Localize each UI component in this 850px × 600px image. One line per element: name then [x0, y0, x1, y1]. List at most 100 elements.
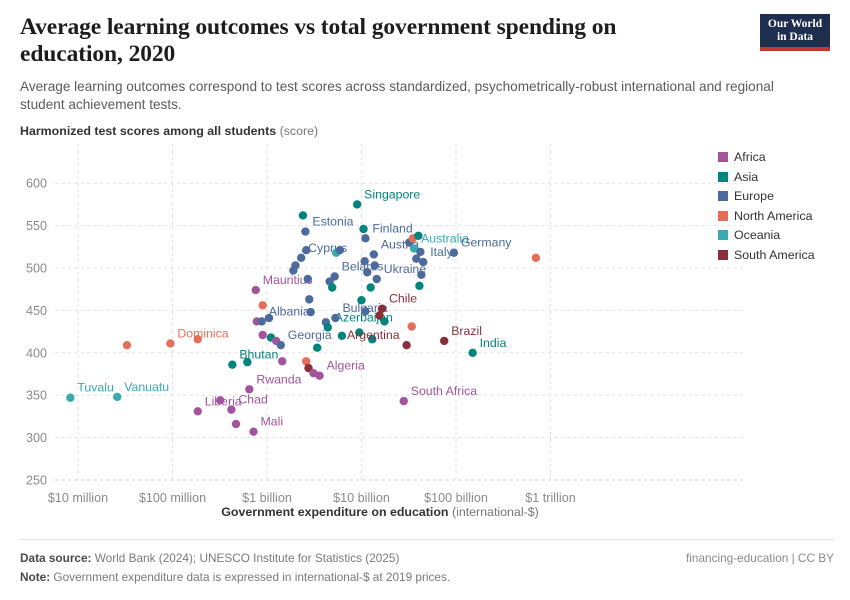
legend-swatch-icon	[718, 171, 728, 182]
legend-item-north-america[interactable]: North America	[718, 209, 838, 223]
data-point-chile[interactable]	[377, 304, 387, 313]
data-point-bulgaria[interactable]	[331, 313, 340, 323]
data-point[interactable]	[243, 357, 252, 367]
x-axis-tick-label: $100 million	[139, 491, 206, 505]
data-point-mauritius[interactable]	[251, 285, 260, 295]
data-point[interactable]	[258, 330, 267, 340]
data-point[interactable]	[193, 335, 202, 344]
footer-row-source: Data source: World Bank (2024); UNESCO I…	[20, 549, 834, 567]
x-axis-tick-label: $1 trillion	[525, 491, 575, 505]
data-point-brazil[interactable]	[439, 336, 449, 346]
data-point-label: India	[480, 336, 507, 350]
data-point-south-africa[interactable]	[399, 396, 408, 406]
title-line-2: education, 2020	[20, 41, 176, 68]
data-point[interactable]	[355, 328, 364, 337]
legend-item-africa[interactable]: Africa	[718, 150, 838, 164]
legend-swatch-icon	[718, 230, 728, 240]
data-point-austria[interactable]	[369, 250, 379, 259]
data-point[interactable]	[337, 331, 347, 341]
data-point[interactable]	[306, 307, 315, 317]
data-point[interactable]	[291, 261, 300, 270]
legend: Africa Asia Europe North America Oceania Sout…	[718, 150, 838, 267]
data-point-label: Finland	[372, 221, 412, 235]
data-point[interactable]	[216, 396, 225, 405]
legend-item-oceania[interactable]: Oceania	[718, 228, 838, 242]
data-point[interactable]	[303, 274, 312, 284]
data-point[interactable]	[416, 247, 425, 257]
data-point[interactable]	[412, 254, 421, 263]
legend-item-south-america[interactable]: South America	[718, 248, 838, 262]
y-axis-tick-label: 400	[26, 346, 47, 360]
data-point-cyprus[interactable]	[296, 253, 306, 263]
data-point-label: Australia	[421, 231, 469, 245]
x-axis-title-main: Government expenditure on education	[221, 505, 449, 519]
data-point-singapore[interactable]	[352, 200, 362, 209]
chart-note-value: Government expenditure data is expressed…	[50, 569, 451, 584]
data-point-georgia[interactable]	[276, 340, 286, 350]
data-point[interactable]	[380, 317, 389, 326]
legend-item-europe[interactable]: Europe	[718, 189, 838, 203]
data-point[interactable]	[302, 357, 311, 366]
data-point[interactable]	[357, 296, 366, 305]
data-point[interactable]	[335, 245, 345, 255]
y-axis-title-unit: (score)	[279, 124, 319, 138]
data-point-argentina[interactable]	[407, 322, 416, 331]
data-point[interactable]	[305, 295, 314, 304]
data-point[interactable]	[531, 253, 541, 263]
data-point-ukraine[interactable]	[372, 274, 381, 284]
data-point-india[interactable]	[468, 348, 477, 357]
title-line-1: Average learning outcomes vs total gover…	[20, 14, 617, 40]
data-point-liberia[interactable]	[193, 407, 202, 416]
data-point-vanuatu[interactable]	[113, 392, 122, 402]
data-point-dominica[interactable]	[122, 340, 132, 350]
data-point-label: Bhutan	[239, 348, 278, 362]
data-point[interactable]	[368, 335, 377, 344]
scatter-plot[interactable]: 250 300 350 400 450 500 550 600 $10 million $100 …	[0, 142, 850, 532]
data-point[interactable]	[264, 313, 274, 323]
data-point[interactable]	[278, 357, 287, 366]
data-point-bhutan[interactable]	[228, 360, 237, 369]
data-point[interactable]	[361, 307, 370, 316]
data-point-germany[interactable]	[449, 248, 459, 257]
legend-item-asia[interactable]: Asia	[718, 170, 838, 184]
data-point[interactable]	[417, 270, 426, 279]
data-point-finland[interactable]	[359, 224, 368, 234]
data-source: Data source: World Bank (2024); UNESCO I…	[20, 549, 399, 567]
data-point-mali[interactable]	[249, 427, 258, 436]
data-point-estonia[interactable]	[301, 227, 310, 236]
data-point[interactable]	[258, 301, 267, 310]
data-point-argentina[interactable]	[402, 340, 411, 350]
data-point[interactable]	[360, 257, 369, 266]
data-point-italy[interactable]	[419, 257, 428, 267]
data-point-rwanda[interactable]	[245, 385, 254, 394]
data-point-tuvalu[interactable]	[66, 393, 75, 402]
data-point[interactable]	[363, 268, 372, 277]
data-point[interactable]	[231, 419, 241, 429]
data-point[interactable]	[302, 245, 311, 255]
data-point-label: Albania	[269, 304, 310, 318]
data-point[interactable]	[328, 283, 337, 292]
chart-subtitle: Average learning outcomes correspond to …	[20, 78, 774, 113]
data-point-dominica[interactable]	[166, 339, 175, 348]
data-point-algeria[interactable]	[315, 371, 324, 380]
data-point[interactable]	[313, 343, 322, 352]
data-point-australia[interactable]	[414, 231, 423, 240]
data-point[interactable]	[375, 311, 384, 320]
data-point-label: Mauritius	[263, 273, 313, 287]
owid-logo[interactable]: Our World in Data	[760, 14, 830, 51]
data-point-estonia[interactable]	[298, 211, 308, 220]
data-point-albania[interactable]	[257, 317, 266, 326]
data-point-chad[interactable]	[227, 405, 236, 414]
data-point[interactable]	[415, 281, 424, 291]
legend-swatch-icon	[718, 191, 728, 201]
footer-license[interactable]: financing-education | CC BY	[686, 551, 834, 566]
legend-swatch-icon	[718, 152, 728, 162]
data-point-australia[interactable]	[409, 244, 419, 253]
legend-label: Africa	[734, 150, 766, 164]
data-point-finland[interactable]	[361, 234, 370, 243]
data-point-belarus[interactable]	[330, 272, 339, 281]
data-point-azerbaijan[interactable]	[323, 323, 333, 332]
data-point[interactable]	[370, 261, 379, 270]
y-axis-tick-label: 500	[26, 262, 47, 276]
data-point[interactable]	[366, 283, 375, 292]
